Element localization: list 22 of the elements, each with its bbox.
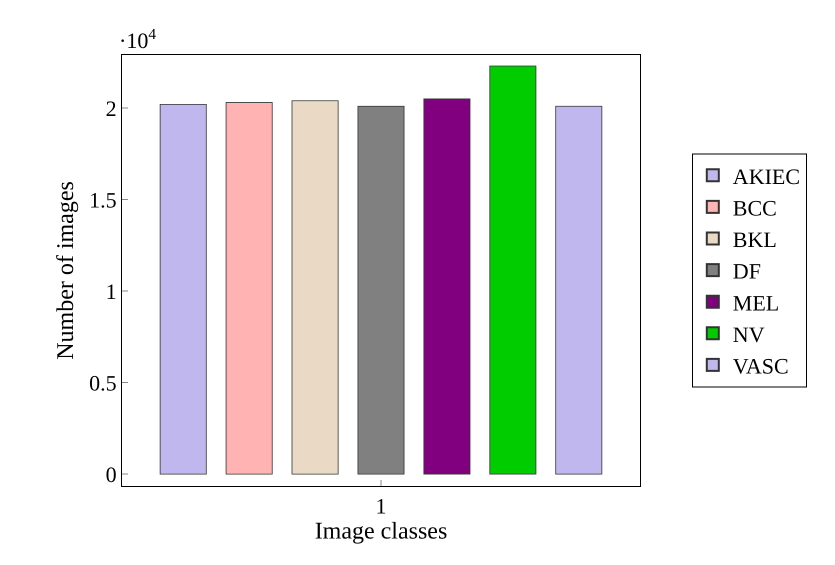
y-tick-label: 0.5 (89, 370, 117, 396)
y-tick-label: 0 (106, 462, 117, 487)
x-axis-title: Image classes (314, 518, 448, 544)
bar (226, 102, 273, 474)
legend-label: MEL (732, 290, 780, 316)
bar (489, 66, 536, 474)
y-axis-title: Number of images (53, 181, 80, 360)
bar (160, 104, 207, 474)
legend-label: DF (732, 258, 761, 284)
y-tick-label: 1 (106, 278, 117, 304)
y-tick-label: 2 (106, 96, 117, 121)
legend-label: AKIEC (732, 164, 800, 189)
legend-label: VASC (732, 353, 789, 378)
legend-label: NV (732, 322, 765, 347)
y-tick-label: 1.5 (89, 187, 117, 212)
bar (423, 98, 470, 474)
legend-label: BCC (732, 195, 777, 220)
legend-label: BKL (732, 227, 777, 252)
bar (358, 106, 404, 474)
bar (555, 106, 602, 474)
text: ·10$^{4}$ (119, 26, 156, 54)
bar (292, 100, 339, 474)
